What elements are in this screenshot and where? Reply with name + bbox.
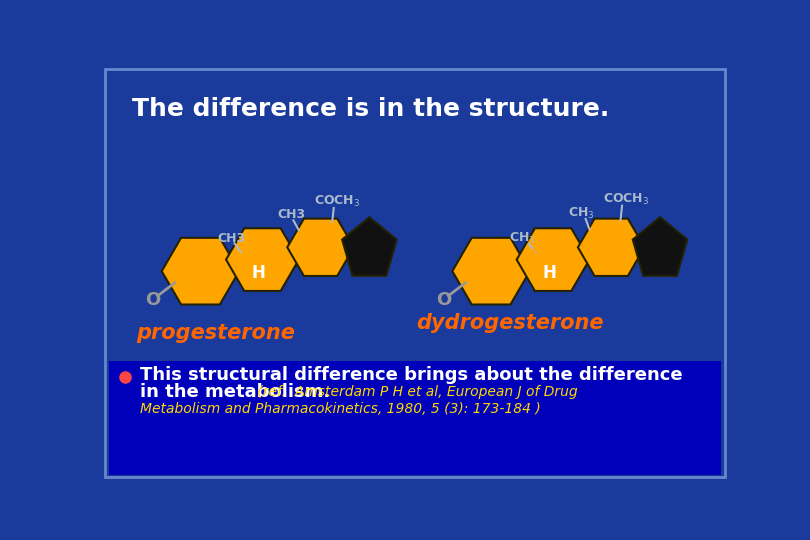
Polygon shape	[578, 219, 645, 276]
Text: CH$_3$: CH$_3$	[509, 231, 535, 246]
Text: progesterone: progesterone	[137, 323, 296, 343]
Text: CH3: CH3	[217, 232, 245, 245]
Text: The difference is in the structure.: The difference is in the structure.	[132, 97, 609, 122]
Polygon shape	[633, 217, 688, 276]
Polygon shape	[342, 217, 397, 276]
Text: O: O	[436, 291, 451, 309]
Text: (ref.  Amsterdam P H et al, European J of Drug: (ref. Amsterdam P H et al, European J of…	[254, 385, 578, 399]
Text: O: O	[146, 291, 161, 309]
Polygon shape	[288, 219, 354, 276]
Text: CH$_3$: CH$_3$	[569, 206, 595, 221]
Text: CH3: CH3	[277, 208, 305, 221]
Text: in the metabolism.: in the metabolism.	[140, 383, 330, 401]
Polygon shape	[517, 228, 590, 291]
Polygon shape	[452, 238, 530, 305]
Text: COCH$_3$: COCH$_3$	[603, 192, 650, 207]
Text: H: H	[542, 264, 556, 282]
Text: Metabolism and Pharmacokinetics, 1980, 5 (3): 173-184 ): Metabolism and Pharmacokinetics, 1980, 5…	[140, 402, 541, 416]
Polygon shape	[226, 228, 299, 291]
Text: This structural difference brings about the difference: This structural difference brings about …	[140, 366, 683, 384]
Bar	[109, 361, 721, 475]
Text: dydrogesterone: dydrogesterone	[416, 313, 604, 333]
Polygon shape	[162, 238, 239, 305]
Text: COCH$_3$: COCH$_3$	[314, 194, 360, 210]
Text: H: H	[252, 264, 266, 282]
